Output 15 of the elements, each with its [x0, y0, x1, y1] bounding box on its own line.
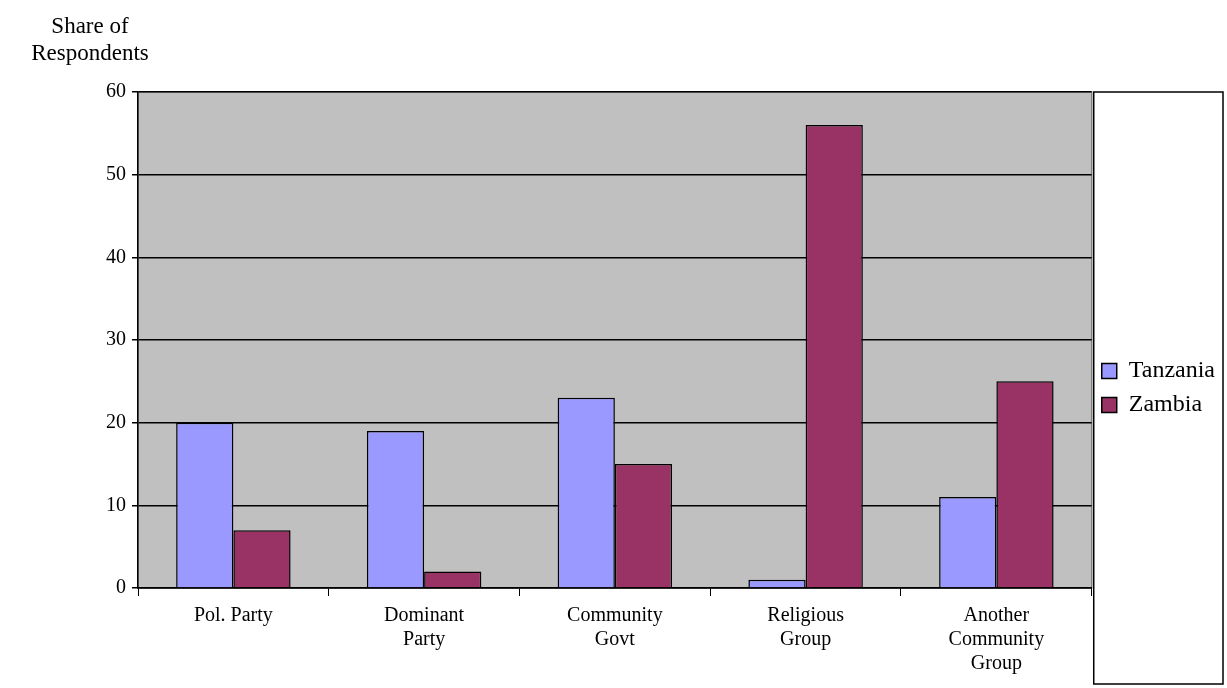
y-tick-label: 10	[106, 492, 126, 515]
y-tick-label: 40	[106, 244, 126, 267]
legend-label: Zambia	[1128, 390, 1203, 417]
y-tick-label: 50	[106, 161, 126, 184]
x-tick-label: Religious Group	[767, 603, 845, 651]
x-tick-label: Dominant Party	[384, 603, 465, 651]
x-tick-label: Pol. Party	[193, 603, 273, 627]
y-tick-label: 60	[106, 79, 126, 102]
y-tick-label: 20	[106, 409, 126, 432]
y-tick-label: 30	[106, 327, 126, 350]
x-tick-label: Another Community Group	[948, 603, 1045, 675]
x-tick-label: Community Govt	[567, 603, 663, 650]
y-axis-title: Share of Respondents	[30, 12, 150, 66]
legend-label: Tanzania	[1128, 356, 1216, 383]
y-tick-label: 0	[116, 575, 126, 598]
